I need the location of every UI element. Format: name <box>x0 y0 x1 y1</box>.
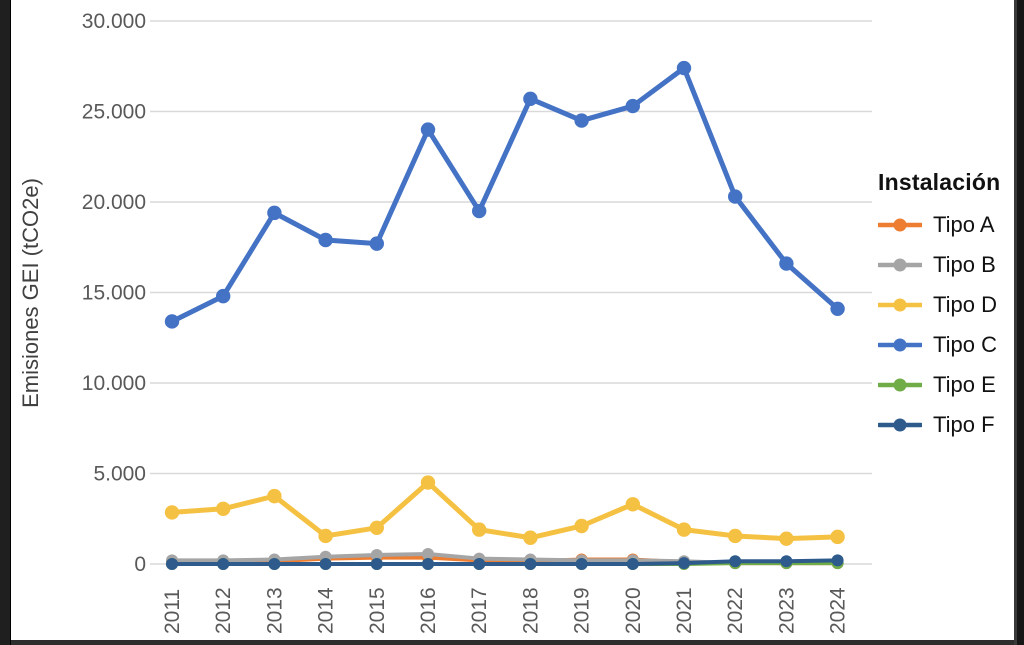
y-tick-label: 5.000 <box>93 463 146 486</box>
x-tick-label: 2018 <box>519 587 542 634</box>
series-tipo-f[interactable] <box>166 554 844 570</box>
x-tick-label: 2024 <box>827 587 850 634</box>
data-point-tipo-f-2022[interactable] <box>729 555 742 568</box>
y-tick-label: 20.000 <box>82 191 146 214</box>
y-tick-label: 15.000 <box>82 282 146 305</box>
data-point-tipo-d-2023[interactable] <box>779 531 794 546</box>
x-tick-label: 2021 <box>673 587 696 634</box>
legend-entry-label: Tipo A <box>933 212 995 237</box>
data-point-tipo-f-2021[interactable] <box>678 557 690 570</box>
legend-entry-tipo-d[interactable]: Tipo D <box>878 285 1018 325</box>
data-point-tipo-d-2020[interactable] <box>625 497 640 512</box>
legend-entry-label: Tipo F <box>933 412 995 437</box>
legend-line-marker-icon <box>878 378 922 392</box>
data-point-tipo-d-2021[interactable] <box>676 522 692 537</box>
data-point-tipo-f-2015[interactable] <box>370 558 383 570</box>
data-point-tipo-c-2014[interactable] <box>318 232 333 248</box>
data-point-tipo-d-2015[interactable] <box>369 520 384 535</box>
y-axis-title: Emisiones GEI (tCO2e) <box>18 178 43 408</box>
legend-line-marker-icon <box>878 218 922 232</box>
data-point-tipo-c-2015[interactable] <box>369 236 384 251</box>
x-tick-label: 2014 <box>315 587 338 634</box>
data-point-tipo-f-2016[interactable] <box>422 558 434 570</box>
legend-line-marker-icon <box>878 258 922 272</box>
gridlines <box>150 20 872 565</box>
data-point-tipo-d-2017[interactable] <box>472 522 487 537</box>
data-point-tipo-c-2024[interactable] <box>830 301 845 316</box>
data-point-tipo-d-2014[interactable] <box>318 528 333 544</box>
legend: Instalación Tipo A Tipo B Tipo D Tipo C Tipo… <box>878 167 1018 445</box>
x-tick-label: 2015 <box>366 587 389 634</box>
data-point-tipo-f-2019[interactable] <box>575 558 588 570</box>
data-point-tipo-f-2013[interactable] <box>268 558 281 570</box>
data-point-tipo-c-2011[interactable] <box>164 314 180 329</box>
data-point-tipo-c-2023[interactable] <box>779 256 794 271</box>
data-point-tipo-d-2022[interactable] <box>728 528 743 544</box>
legend-line-marker-icon <box>878 418 922 432</box>
data-point-tipo-d-2024[interactable] <box>830 529 845 545</box>
data-point-tipo-d-2013[interactable] <box>267 488 282 504</box>
data-point-tipo-f-2024[interactable] <box>831 554 844 567</box>
data-point-tipo-c-2016[interactable] <box>420 122 436 137</box>
data-point-tipo-c-2021[interactable] <box>676 60 692 76</box>
x-tick-label: 2023 <box>775 587 798 634</box>
data-point-tipo-d-2016[interactable] <box>420 475 436 490</box>
x-tick-label: 2022 <box>724 587 747 634</box>
data-point-tipo-f-2018[interactable] <box>524 558 537 570</box>
legend-title: Instalación <box>878 169 1001 195</box>
window-edge-left <box>0 0 11 645</box>
data-point-tipo-c-2022[interactable] <box>728 189 743 204</box>
data-point-tipo-f-2020[interactable] <box>626 558 639 570</box>
data-point-tipo-b-2015[interactable] <box>370 548 383 561</box>
data-point-tipo-b-2016[interactable] <box>422 548 434 561</box>
legend-line-marker-icon <box>878 338 922 352</box>
legend-entry-label: Tipo D <box>933 292 997 317</box>
y-axis-ticks: 0 5.000 10.000 15.000 20.000 25.000 30.000 <box>82 10 146 576</box>
series-tipo-d[interactable] <box>164 475 845 546</box>
x-tick-label: 2017 <box>468 587 491 634</box>
x-tick-label: 2013 <box>263 587 286 634</box>
legend-line-marker-icon <box>878 298 922 312</box>
legend-entry-label: Tipo C <box>933 332 997 357</box>
data-point-tipo-f-2012[interactable] <box>217 558 230 570</box>
data-point-tipo-c-2017[interactable] <box>472 203 487 219</box>
y-tick-label: 25.000 <box>82 101 146 124</box>
x-tick-label: 2012 <box>212 587 235 634</box>
legend-entry-label: Tipo E <box>933 372 996 397</box>
data-point-tipo-c-2018[interactable] <box>523 91 538 107</box>
legend-entry-tipo-c[interactable]: Tipo C <box>878 325 1018 365</box>
x-axis-ticks: 2011 2012 2013 2014 2015 2016 2017 2018 2019 2020… <box>161 587 850 634</box>
data-point-tipo-c-2020[interactable] <box>625 98 640 114</box>
data-point-tipo-d-2019[interactable] <box>574 518 589 534</box>
data-point-tipo-d-2018[interactable] <box>523 530 538 545</box>
legend-entry-label: Tipo B <box>933 252 996 277</box>
y-tick-label: 30.000 <box>82 10 146 33</box>
legend-entries: Tipo A Tipo B Tipo D Tipo C Tipo E Tipo F <box>878 205 1018 445</box>
legend-entry-tipo-a[interactable]: Tipo A <box>878 205 1018 245</box>
x-tick-label: 2020 <box>622 587 645 634</box>
data-point-tipo-c-2019[interactable] <box>574 113 589 128</box>
data-point-tipo-f-2011[interactable] <box>166 558 178 570</box>
x-tick-label: 2016 <box>417 587 440 634</box>
data-point-tipo-f-2023[interactable] <box>780 555 793 568</box>
window-edge-right <box>1014 0 1024 645</box>
data-point-tipo-d-2011[interactable] <box>164 505 180 520</box>
legend-entry-tipo-b[interactable]: Tipo B <box>878 245 1018 285</box>
data-point-tipo-f-2014[interactable] <box>319 558 332 570</box>
y-tick-label: 0 <box>134 553 146 576</box>
legend-entry-tipo-f[interactable]: Tipo F <box>878 405 1018 445</box>
x-tick-label: 2019 <box>571 587 594 634</box>
data-point-tipo-c-2013[interactable] <box>267 205 282 221</box>
y-tick-label: 10.000 <box>82 372 146 395</box>
window-edge-bottom <box>0 640 1024 645</box>
series-tipo-c[interactable] <box>164 60 845 329</box>
data-point-tipo-f-2017[interactable] <box>473 558 486 570</box>
x-tick-label: 2011 <box>161 589 184 634</box>
legend-entry-tipo-e[interactable]: Tipo E <box>878 365 1018 405</box>
data-point-tipo-c-2012[interactable] <box>216 288 231 304</box>
data-point-tipo-d-2012[interactable] <box>216 501 231 516</box>
